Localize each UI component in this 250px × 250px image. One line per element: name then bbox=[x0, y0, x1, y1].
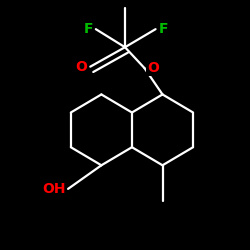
Text: F: F bbox=[84, 22, 93, 36]
Text: O: O bbox=[147, 61, 159, 75]
Text: F: F bbox=[158, 22, 168, 36]
Text: O: O bbox=[76, 60, 88, 74]
Text: OH: OH bbox=[42, 182, 65, 196]
